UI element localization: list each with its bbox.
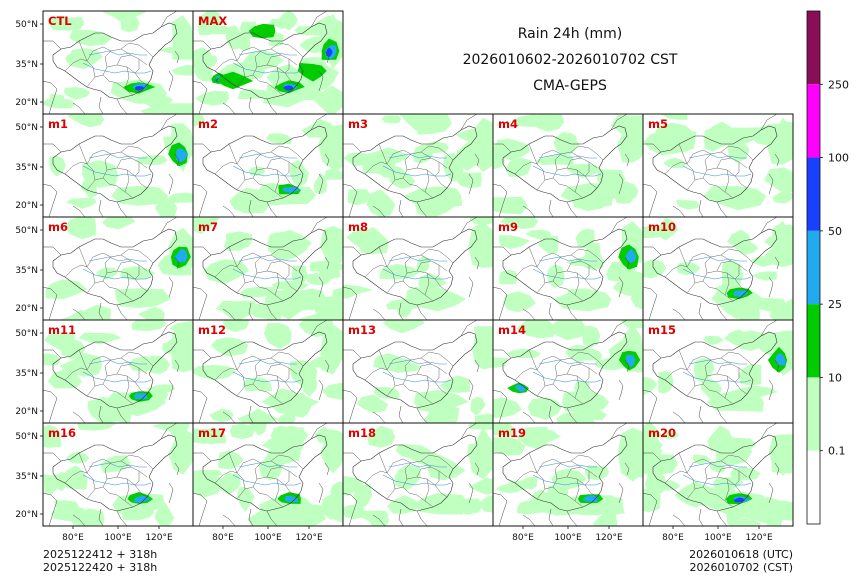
panel-m15: m15: [642, 319, 794, 424]
panel-m13: m13: [342, 319, 494, 424]
panel-label: m11: [48, 323, 76, 337]
panel-m1: m1: [42, 113, 194, 218]
x-tick-label: 80°E: [512, 533, 534, 543]
init-time-1: 2025122412 + 318h: [43, 548, 158, 561]
x-tick-label: 80°E: [212, 533, 234, 543]
panel-label: MAX: [198, 14, 227, 28]
colorbar-segment: [807, 304, 820, 378]
y-tick-label: 20°N: [15, 510, 38, 520]
valid-time-utc: 2026010618 (UTC): [689, 548, 793, 561]
footer-right: 2026010618 (UTC) 2026010702 (CST): [680, 548, 793, 574]
x-tick-label: 100°E: [254, 533, 282, 543]
x-tick-label: 120°E: [145, 533, 173, 543]
panel-m8: m8: [342, 216, 494, 321]
x-tick-label: 120°E: [595, 533, 623, 543]
colorbar-segment: [807, 450, 820, 524]
panel-m12: m12: [192, 319, 344, 424]
panel-m9: m9: [492, 216, 644, 321]
panel-label: m19: [498, 426, 526, 440]
panel-label: m3: [348, 117, 368, 131]
colorbar-label: 10: [828, 371, 842, 384]
panel-ctl: CTL: [42, 10, 194, 115]
colorbar-segment: [807, 230, 820, 305]
x-axis-ticks: 80°E 100°E 120°E 80°E 100°E 120°E 80°E 100°E 120…: [62, 526, 773, 543]
panel-m7: m7: [192, 216, 344, 321]
panel-label: m13: [348, 323, 376, 337]
y-tick-label: 50°N: [15, 123, 38, 133]
panel-label: m18: [348, 426, 376, 440]
panel-label: m20: [648, 426, 676, 440]
chart-date-range: 2026010602-2026010702 CST: [462, 52, 678, 68]
panel-max: MAX: [192, 10, 344, 115]
y-tick-label: 35°N: [15, 60, 38, 70]
panel-m3: m3: [342, 113, 494, 218]
y-tick-label: 20°N: [15, 304, 38, 314]
chart-model-name: CMA-GEPS: [533, 78, 607, 94]
colorbar-segment: [807, 377, 820, 451]
x-tick-label: 120°E: [745, 533, 773, 543]
panel-label: m2: [198, 117, 218, 131]
x-tick-label: 80°E: [62, 533, 84, 543]
colorbar-label: 50: [828, 225, 842, 238]
colorbar-segment: [807, 11, 820, 85]
panel-m10: m10: [642, 216, 794, 321]
init-time-2: 2025122420 + 318h: [43, 561, 158, 574]
panel-m20: m20: [642, 422, 794, 527]
panel-m2: m2: [192, 113, 344, 218]
panels-layer: CTL MAX m1 m2 m3 m4 m5 m6 m7 m8 m9 m10 m11 m12 m13 m14 m…: [42, 10, 794, 527]
colorbar-segment: [807, 157, 820, 231]
y-tick-label: 50°N: [15, 20, 38, 30]
y-tick-label: 20°N: [15, 407, 38, 417]
panel-m16: m16: [42, 422, 194, 527]
panel-label: m14: [498, 323, 526, 337]
panel-label: m4: [498, 117, 518, 131]
panel-m18: m18: [342, 422, 494, 527]
colorbar-label: 0.1: [828, 445, 846, 458]
x-tick-label: 100°E: [704, 533, 732, 543]
panel-m6: m6: [42, 216, 194, 321]
chart-title: Rain 24h (mm): [517, 26, 623, 42]
y-tick-label: 50°N: [15, 226, 38, 236]
y-tick-label: 20°N: [15, 98, 38, 108]
panel-label: m7: [198, 220, 218, 234]
panel-label: CTL: [48, 14, 72, 28]
y-tick-label: 35°N: [15, 266, 38, 276]
panel-m19: m19: [492, 422, 644, 527]
colorbar-label: 25: [828, 298, 842, 311]
panel-label: m5: [648, 117, 668, 131]
panel-m14: m14: [492, 319, 644, 424]
x-tick-label: 100°E: [104, 533, 132, 543]
colorbar-segment: [807, 84, 820, 158]
y-tick-label: 20°N: [15, 201, 38, 211]
panel-label: m16: [48, 426, 76, 440]
colorbar-label: 250: [828, 78, 849, 91]
colorbar: 0.1 10 25 50 100 250: [806, 10, 849, 525]
panel-label: m9: [498, 220, 518, 234]
x-tick-label: 120°E: [295, 533, 323, 543]
y-tick-label: 50°N: [15, 329, 38, 339]
panel-m5: m5: [642, 113, 794, 218]
panel-label: m10: [648, 220, 676, 234]
y-tick-label: 35°N: [15, 163, 38, 173]
x-tick-label: 80°E: [662, 533, 684, 543]
y-tick-label: 35°N: [15, 472, 38, 482]
panel-label: m8: [348, 220, 368, 234]
panel-label: m6: [48, 220, 68, 234]
footer-left: 2025122412 + 318h 2025122420 + 318h: [43, 548, 157, 574]
y-tick-label: 35°N: [15, 369, 38, 379]
panel-m4: m4: [492, 113, 644, 218]
panel-label: m17: [198, 426, 226, 440]
panel-label: m15: [648, 323, 676, 337]
x-tick-label: 100°E: [554, 533, 582, 543]
valid-time-cst: 2026010702 (CST): [689, 561, 793, 574]
panel-label: m1: [48, 117, 68, 131]
panel-m11: m11: [42, 319, 194, 424]
panel-m17: m17: [192, 422, 344, 527]
colorbar-label: 100: [828, 152, 849, 165]
panel-label: m12: [198, 323, 226, 337]
y-tick-label: 50°N: [15, 432, 38, 442]
y-axis-ticks: 50°N 35°N 20°N 50°N 35°N 20°N 50°N 35°N 20°N 50°N…: [15, 20, 43, 520]
